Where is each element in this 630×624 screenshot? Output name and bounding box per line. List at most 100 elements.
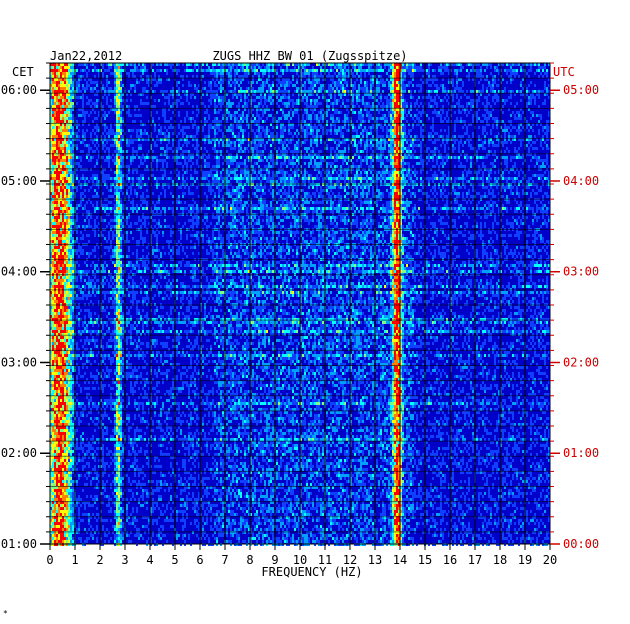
spectrogram-cell <box>510 141 512 144</box>
spectrogram-cell <box>298 108 300 111</box>
spectrogram-cell <box>340 63 342 66</box>
spectrogram-cell <box>490 63 492 66</box>
spectrogram-cell <box>96 129 98 132</box>
spectrogram-cell <box>190 96 192 99</box>
spectrogram-cell <box>504 102 506 105</box>
spectrogram-cell <box>54 90 56 93</box>
spectrogram-cell <box>256 123 258 126</box>
spectrogram-cell <box>70 171 72 174</box>
spectrogram-cell <box>188 153 190 156</box>
spectrogram-cell <box>134 138 136 141</box>
spectrogram-cell <box>528 108 530 111</box>
spectrogram-cell <box>64 72 66 75</box>
spectrogram-cell <box>308 69 310 72</box>
spectrogram-cell <box>182 129 184 132</box>
spectrogram-cell <box>110 144 112 147</box>
spectrogram-cell <box>200 75 202 78</box>
spectrogram-cell <box>396 126 398 129</box>
spectrogram-cell <box>400 156 402 159</box>
spectrogram-cell <box>72 144 74 147</box>
spectrogram-cell <box>436 132 438 135</box>
spectrogram-cell <box>166 90 168 93</box>
spectrogram-cell <box>276 78 278 81</box>
spectrogram-cell <box>370 78 372 81</box>
spectrogram-cell <box>106 90 108 93</box>
spectrogram-cell <box>496 84 498 87</box>
spectrogram-cell <box>178 87 180 90</box>
spectrogram-cell <box>308 78 310 81</box>
spectrogram-cell <box>504 129 506 132</box>
spectrogram-cell <box>446 111 448 114</box>
spectrogram-cell <box>292 102 294 105</box>
spectrogram-cell <box>118 102 120 105</box>
spectrogram-cell <box>314 69 316 72</box>
spectrogram-cell <box>320 126 322 129</box>
spectrogram-cell <box>448 117 450 120</box>
spectrogram-cell <box>488 141 490 144</box>
spectrogram-cell <box>500 162 502 165</box>
spectrogram-cell <box>432 165 434 168</box>
spectrogram-cell <box>256 150 258 153</box>
spectrogram-cell <box>300 87 302 90</box>
spectrogram-cell <box>296 150 298 153</box>
spectrogram-cell <box>448 135 450 138</box>
spectrogram-cell <box>330 126 332 129</box>
spectrogram-cell <box>70 114 72 117</box>
spectrogram-cell <box>96 159 98 162</box>
spectrogram-cell <box>416 123 418 126</box>
spectrogram-cell <box>256 90 258 93</box>
spectrogram-cell <box>380 165 382 168</box>
spectrogram-cell <box>152 90 154 93</box>
spectrogram-cell <box>150 63 152 66</box>
spectrogram-cell <box>398 114 400 117</box>
spectrogram-cell <box>414 168 416 171</box>
spectrogram-cell <box>440 99 442 102</box>
spectrogram-cell <box>510 90 512 93</box>
spectrogram-cell <box>262 63 264 66</box>
spectrogram-cell <box>282 84 284 87</box>
spectrogram-cell <box>370 75 372 78</box>
spectrogram-cell <box>520 138 522 141</box>
spectrogram-cell <box>380 93 382 96</box>
spectrogram-cell <box>476 69 478 72</box>
spectrogram-cell <box>194 123 196 126</box>
spectrogram-cell <box>442 66 444 69</box>
spectrogram-cell <box>116 156 118 159</box>
spectrogram-cell <box>296 153 298 156</box>
spectrogram-cell <box>212 147 214 150</box>
spectrogram-cell <box>64 63 66 66</box>
spectrogram-cell <box>358 156 360 159</box>
spectrogram-cell <box>522 87 524 90</box>
spectrogram-cell <box>488 93 490 96</box>
spectrogram-cell <box>58 108 60 111</box>
spectrogram-cell <box>66 141 68 144</box>
spectrogram-cell <box>236 78 238 81</box>
spectrogram-cell <box>266 90 268 93</box>
spectrogram-cell <box>370 93 372 96</box>
spectrogram-cell <box>320 162 322 165</box>
spectrogram-cell <box>116 102 118 105</box>
spectrogram-cell <box>352 96 354 99</box>
spectrogram-cell <box>182 153 184 156</box>
spectrogram-cell <box>314 141 316 144</box>
spectrogram-cell <box>384 123 386 126</box>
spectrogram-cell <box>406 105 408 108</box>
spectrogram-cell <box>198 126 200 129</box>
spectrogram-cell <box>332 114 334 117</box>
spectrogram-cell <box>370 126 372 129</box>
spectrogram-cell <box>270 84 272 87</box>
spectrogram-cell <box>490 141 492 144</box>
spectrogram-cell <box>428 78 430 81</box>
spectrogram-cell <box>356 75 358 78</box>
spectrogram-cell <box>310 159 312 162</box>
spectrogram-cell <box>352 156 354 159</box>
spectrogram-cell <box>216 159 218 162</box>
spectrogram-cell <box>376 99 378 102</box>
spectrogram-cell <box>404 156 406 159</box>
spectrogram-cell <box>70 153 72 156</box>
spectrogram-cell <box>266 63 268 66</box>
spectrogram-cell <box>462 105 464 108</box>
spectrogram-cell <box>442 111 444 114</box>
spectrogram-cell <box>412 141 414 144</box>
spectrogram-cell <box>498 144 500 147</box>
